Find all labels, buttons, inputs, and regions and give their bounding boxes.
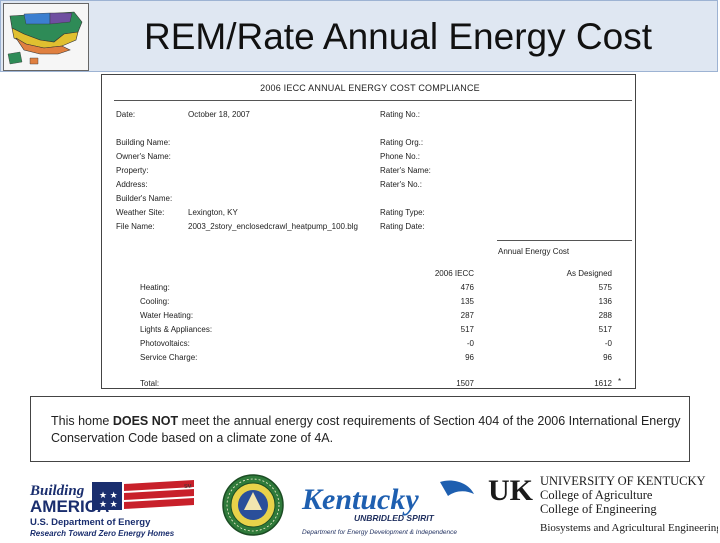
notice-emphasis: DOES NOT [112,414,179,428]
field-label: Property: [116,166,149,175]
total-label: Total: [140,379,160,388]
compliance-report: 2006 IECC ANNUAL ENERGY COST COMPLIANCE … [101,74,636,389]
field-label: Address: [116,180,148,189]
building-america-logo: Building AMERICA ★ ★ ★ ★ SM U.S. Departm… [28,478,200,538]
row-value-designed: 288 [598,311,612,320]
logo-text: Department for Energy Development & Inde… [302,529,457,536]
row-label: Cooling: [140,297,170,306]
svg-text:★ ★: ★ ★ [99,499,118,509]
divider [497,240,632,241]
notice-prefix: This home [51,414,113,428]
kentucky-energy-logo: Kentucky UNBRIDLED SPIRIT Department for… [300,476,478,538]
col-header-designed: As Designed [566,269,612,278]
row-value-iecc: -0 [466,339,474,348]
total-value-iecc: 1507 [456,379,474,388]
logo-text: Building [29,483,85,499]
logo-text: U.S. Department of Energy [30,517,151,528]
field-label: Owner's Name: [116,152,171,161]
field-label: Rater's Name: [380,166,431,175]
field-label: Building Name: [116,138,171,147]
total-value-designed: 1612 [594,379,612,388]
uk-logo: UK UNIVERSITY OF KENTUCKY College of Agr… [488,470,720,536]
title-bar: REM/Rate Annual Energy Cost [0,0,718,72]
climate-map-icon [3,3,89,71]
logo-text: UNIVERSITY OF KENTUCKY [540,474,706,488]
notice-suffix: meet the annual energy cost requirements… [51,414,681,445]
field-label: Date: [116,110,136,119]
svg-text:★ ★: ★ ★ [99,490,118,500]
field-label: Rating Type: [380,208,425,217]
field-value: Lexington, KY [188,208,238,217]
logo-text: Biosystems and Agricultural Engineering [540,522,718,534]
logo-text: Kentucky [301,483,419,516]
logo-text: College of Engineering [540,502,657,516]
field-label: Rating No.: [380,110,421,119]
row-label: Photovoltaics: [140,339,190,348]
row-label: Lights & Appliances: [140,325,213,334]
total-flag: * [618,377,622,386]
report-heading: 2006 IECC ANNUAL ENERGY COST COMPLIANCE [260,83,480,93]
field-label: Phone No.: [380,152,421,161]
divider [114,100,632,101]
row-value-iecc: 517 [460,325,474,334]
row-value-designed: 517 [598,325,612,334]
compliance-notice: This home DOES NOT meet the annual energ… [30,396,690,462]
field-label: Rating Date: [380,222,425,231]
field-value: October 18, 2007 [188,110,250,119]
row-value-designed: 575 [598,283,612,292]
slide-title: REM/Rate Annual Energy Cost [144,16,652,57]
logo-text: SM [184,484,192,490]
logo-text: Research Toward Zero Energy Homes [30,529,175,538]
row-label: Heating: [140,283,170,292]
logo-text: College of Agriculture [540,488,653,502]
doe-seal-icon [222,474,284,536]
row-value-designed: 136 [598,297,612,306]
field-label: File Name: [116,222,155,231]
field-label: Weather Site: [116,208,165,217]
row-value-iecc: 476 [460,283,474,292]
cost-table-title: Annual Energy Cost [498,247,570,256]
row-value-iecc: 287 [460,311,474,320]
logo-text: UNBRIDLED SPIRIT [354,513,435,523]
row-label: Service Charge: [140,353,198,362]
field-label: Builder's Name: [116,194,173,203]
logo-text: AMERICA [30,497,109,516]
logo-text: UK [488,474,534,507]
row-value-iecc: 96 [465,353,474,362]
field-label: Rater's No.: [380,180,422,189]
row-value-iecc: 135 [460,297,474,306]
row-value-designed: 96 [603,353,612,362]
row-value-designed: -0 [604,339,612,348]
row-label: Water Heating: [140,311,194,320]
field-value: 2003_2story_enclosedcrawl_heatpump_100.b… [188,222,358,231]
field-label: Rating Org.: [380,138,424,147]
col-header-iecc: 2006 IECC [434,269,474,278]
